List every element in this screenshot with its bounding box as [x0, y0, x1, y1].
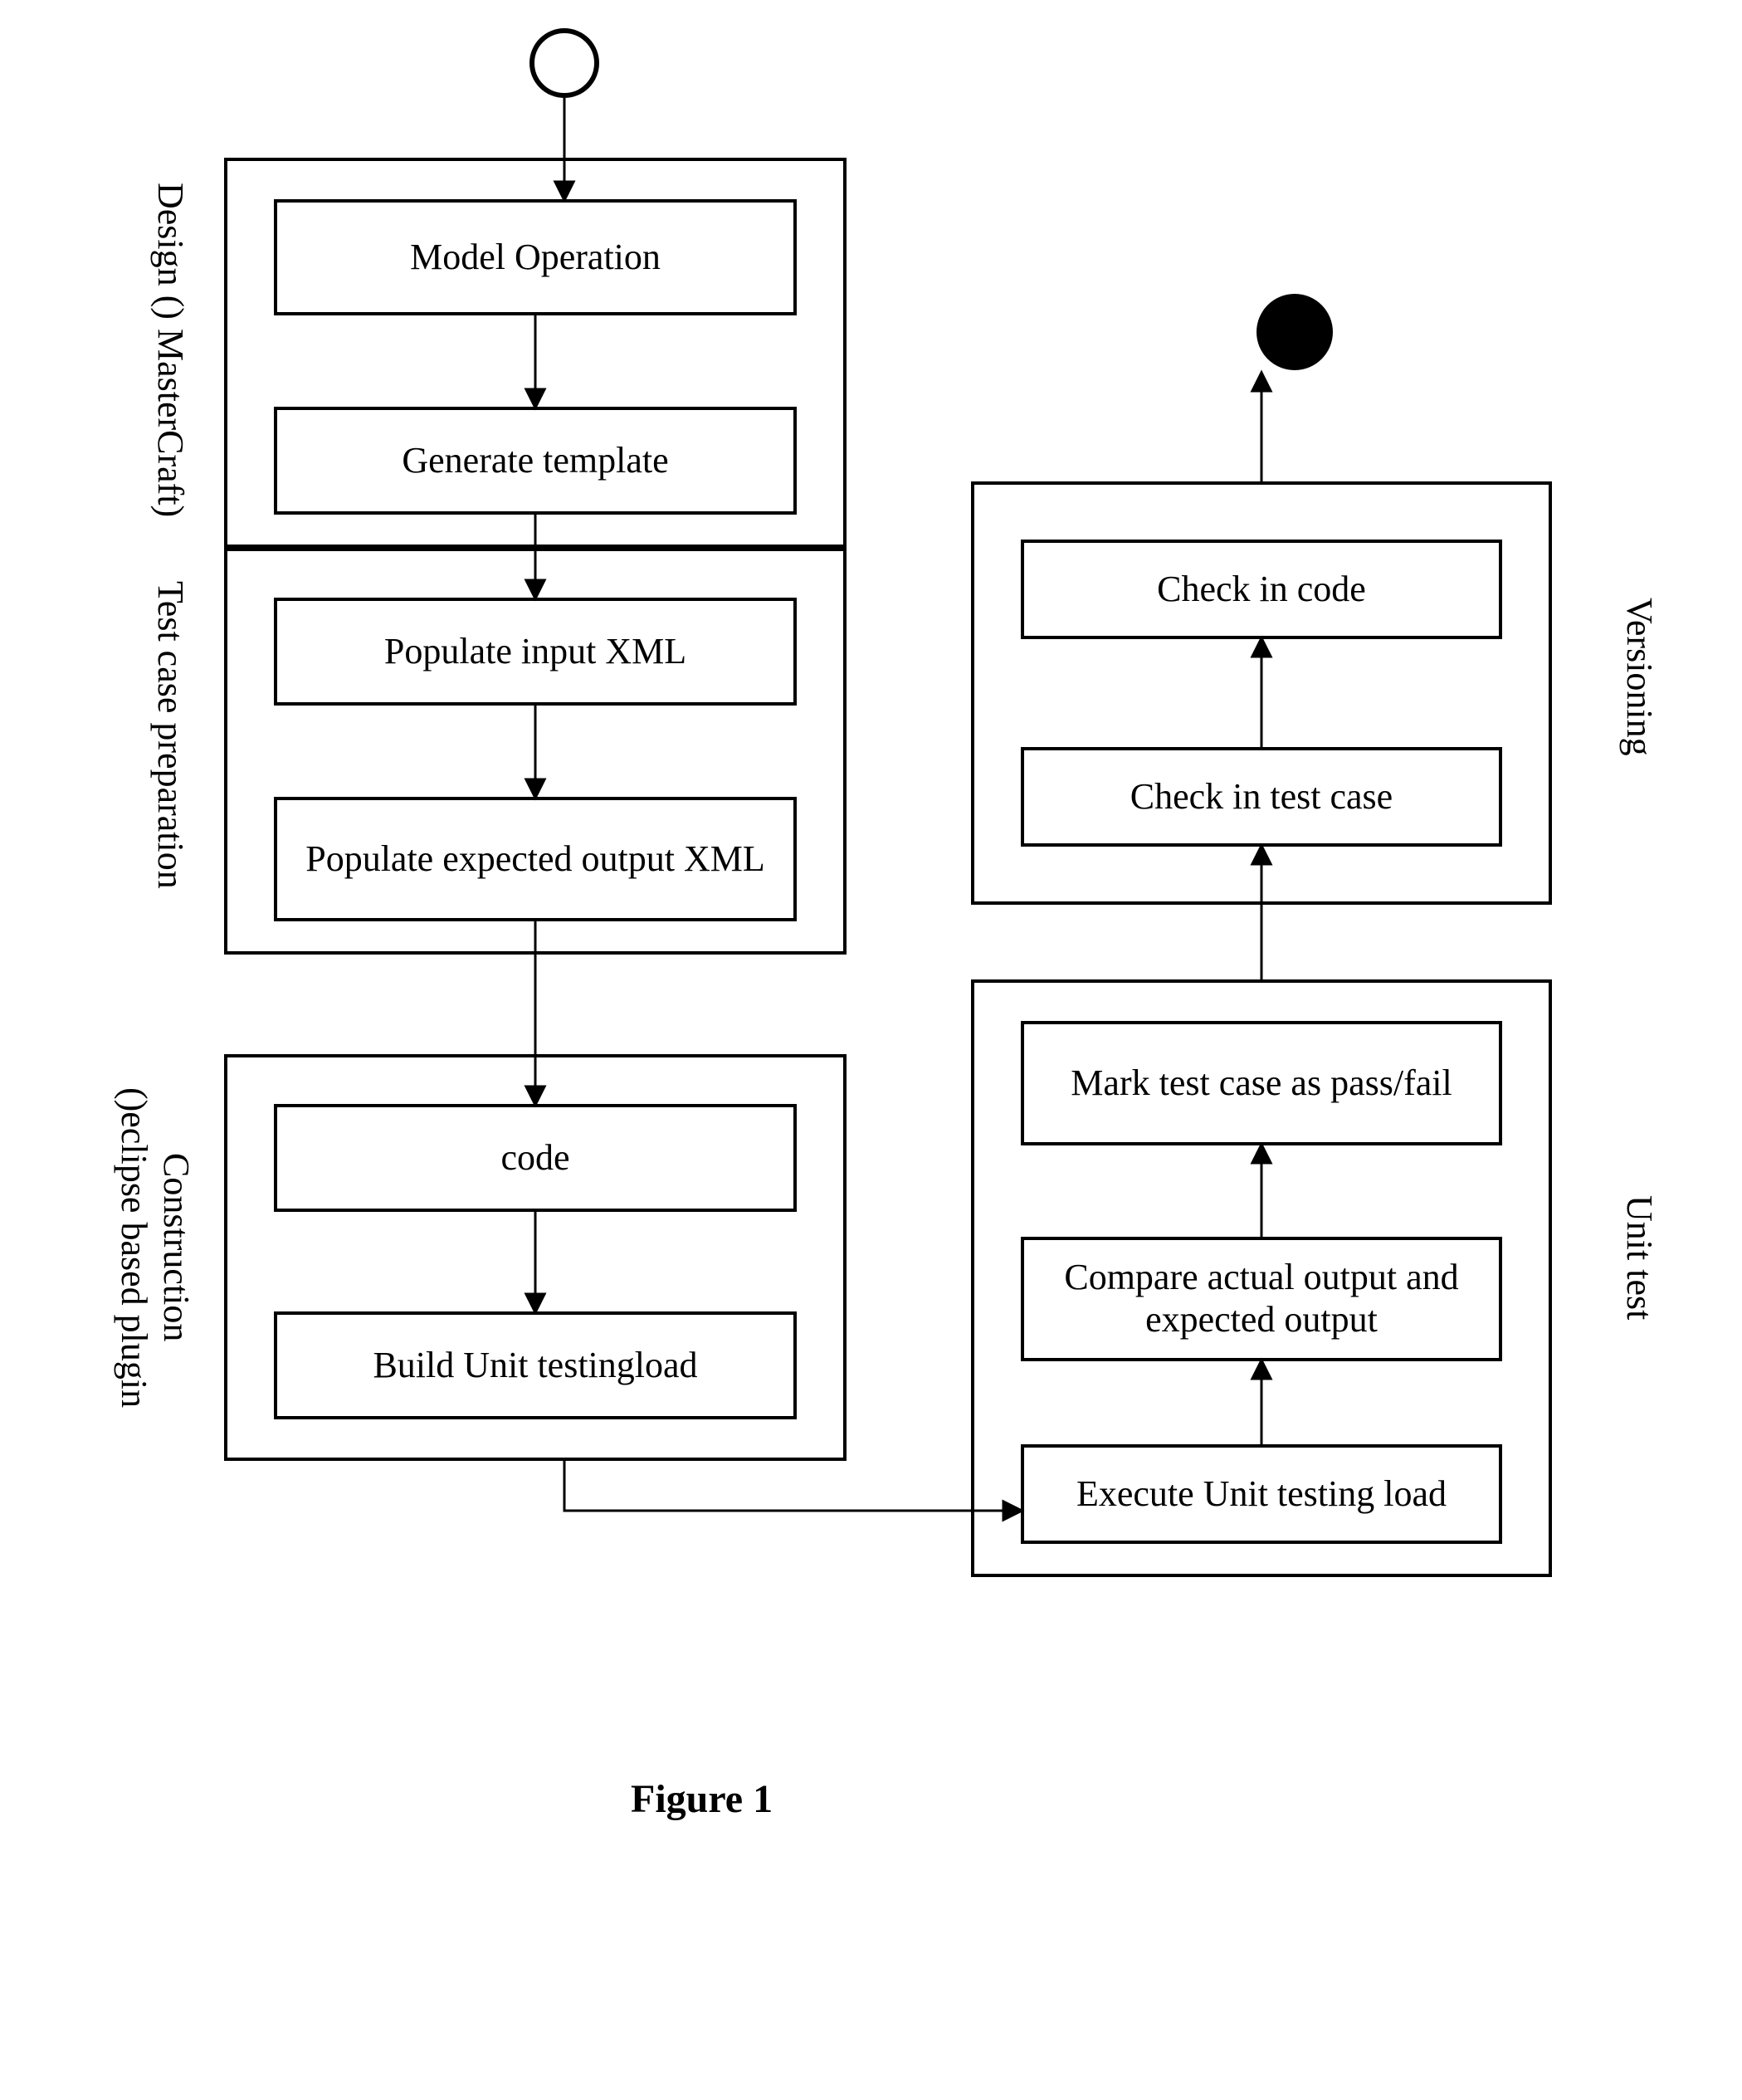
node-mark: Mark test case as pass/fail — [1021, 1021, 1502, 1145]
group-label-design: Design () MasterCraft) — [149, 183, 192, 517]
node-populate-input: Populate input XML — [274, 598, 797, 706]
node-generate-template: Generate template — [274, 407, 797, 515]
group-label-unittest: Unit test — [1618, 1195, 1661, 1320]
node-execute-load: Execute Unit testing load — [1021, 1444, 1502, 1544]
node-model-operation: Model Operation — [274, 199, 797, 315]
end-node-icon — [1256, 294, 1333, 370]
figure-caption: Figure 1 — [631, 1776, 773, 1822]
node-code: code — [274, 1104, 797, 1212]
group-label-testprep: Test case preparation — [149, 581, 192, 889]
node-check-testcase: Check in test case — [1021, 747, 1502, 847]
node-populate-output: Populate expected output XML — [274, 797, 797, 921]
group-label-versioning: Versioning — [1618, 598, 1661, 756]
start-node-icon — [529, 28, 599, 98]
group-label-construction: Construction ()eclipse based plugin — [113, 1087, 198, 1408]
node-check-code: Check in code — [1021, 540, 1502, 639]
flowchart-canvas: Design () MasterCraft) Test case prepara… — [0, 0, 1742, 2100]
node-build-load: Build Unit testingload — [274, 1311, 797, 1419]
node-compare: Compare actual output and expected outpu… — [1021, 1237, 1502, 1361]
edge-build-execute — [564, 1461, 1021, 1511]
